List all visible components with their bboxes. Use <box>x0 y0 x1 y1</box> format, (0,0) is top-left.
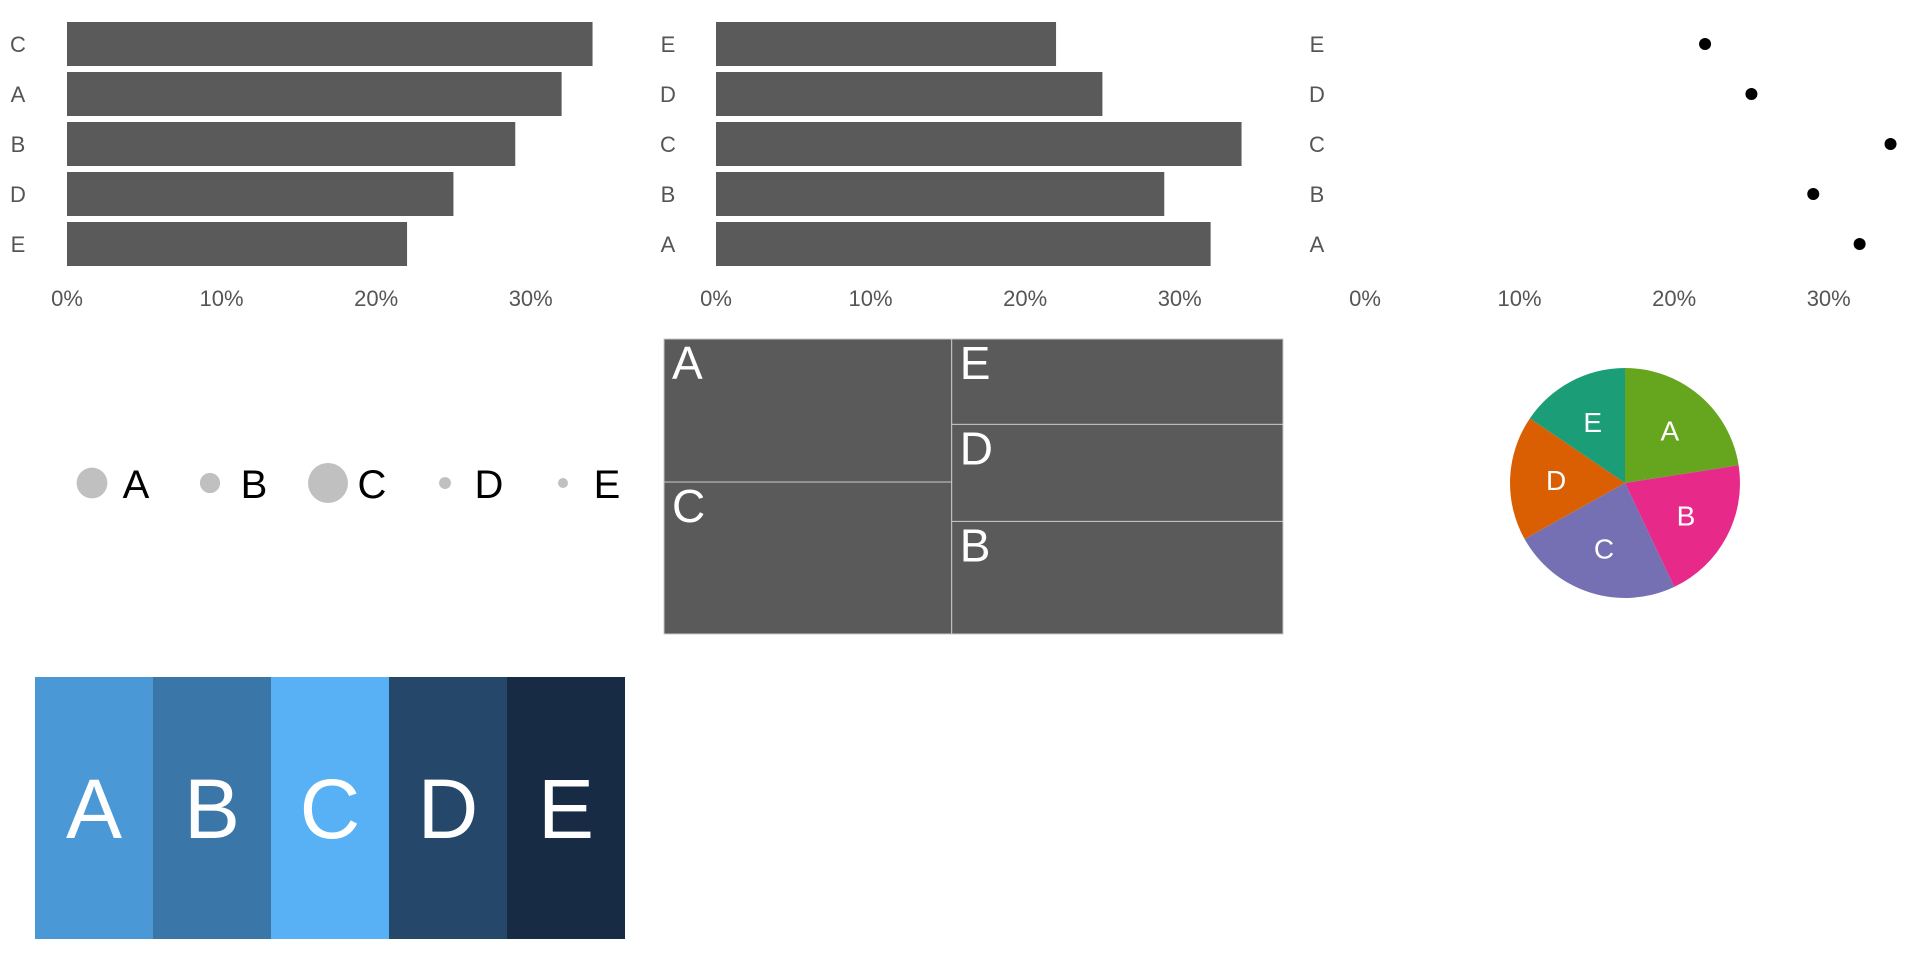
waffle-label: C <box>300 762 361 856</box>
waffle-cell <box>271 677 389 939</box>
treemap-cell <box>663 338 953 483</box>
panel2-tick-label: 30% <box>1158 286 1202 311</box>
panel2-tick-label: 10% <box>849 286 893 311</box>
bubble-label: B <box>241 463 268 507</box>
panel1-category-label: D <box>10 182 26 207</box>
panel1-category-label: C <box>10 32 26 57</box>
pie-label: D <box>1546 465 1566 496</box>
treemap-cell <box>951 423 1284 522</box>
treemap-label: D <box>960 422 993 474</box>
treemap-cell <box>951 520 1284 635</box>
panel1-tick-label: 0% <box>51 286 83 311</box>
panel2-category-label: E <box>661 32 676 57</box>
panel3-dot <box>1884 138 1897 150</box>
pie-slice <box>1509 418 1625 540</box>
panel2-tick-label: 0% <box>700 286 732 311</box>
waffle-label: E <box>538 762 594 856</box>
panel3-dot <box>1699 38 1712 50</box>
panel1-bar <box>67 222 408 266</box>
bubble-label: E <box>594 463 621 507</box>
panel2-category-label: D <box>660 82 676 107</box>
pie-label: B <box>1677 500 1696 531</box>
panel1-bar <box>67 22 593 66</box>
pie-label: A <box>1661 416 1680 447</box>
pie-slice <box>1625 465 1740 587</box>
treemap-cell <box>951 338 1284 425</box>
panel1-bar <box>67 72 562 116</box>
bubble <box>76 467 108 499</box>
treemap-label: E <box>960 337 991 389</box>
panel1-bar <box>67 122 516 166</box>
panel2-bar <box>716 122 1242 166</box>
pie-slice <box>1529 367 1625 483</box>
panel3-dot <box>1745 88 1758 100</box>
panel2-category-label: C <box>660 132 676 157</box>
panel3-tick-label: 0% <box>1349 286 1381 311</box>
panel1-tick-label: 30% <box>509 286 553 311</box>
treemap-label: C <box>672 480 705 532</box>
treemap-cell <box>663 481 953 635</box>
pie-label: C <box>1594 534 1614 565</box>
panel2-bar <box>716 72 1103 116</box>
panel3-category-label: D <box>1309 82 1325 107</box>
panel2-category-label: B <box>661 182 676 207</box>
panel2-tick-label: 20% <box>1003 286 1047 311</box>
panel2-bar <box>716 222 1211 266</box>
panel1-tick-label: 20% <box>354 286 398 311</box>
panel3-dot <box>1807 188 1820 200</box>
panel2-bar <box>716 22 1057 66</box>
bubble <box>199 472 221 494</box>
panel3-category-label: C <box>1309 132 1325 157</box>
waffle-cell <box>389 677 507 939</box>
treemap-label: A <box>672 337 703 389</box>
waffle-label: B <box>184 762 240 856</box>
bubble-label: C <box>358 463 387 507</box>
panel3-dot <box>1853 238 1866 250</box>
panel3-tick-label: 10% <box>1498 286 1542 311</box>
panel2-category-label: A <box>661 232 676 257</box>
waffle-cell <box>153 677 271 939</box>
pie-slice <box>1524 483 1675 598</box>
panel3-tick-label: 20% <box>1652 286 1696 311</box>
panel1-bar <box>67 172 454 216</box>
panel2-bar <box>716 172 1165 216</box>
treemap-label: B <box>960 519 991 571</box>
panel3-tick-label: 30% <box>1807 286 1851 311</box>
bubble-label: D <box>475 463 504 507</box>
pie-slice <box>1625 368 1739 483</box>
panel1-category-label: E <box>11 232 26 257</box>
waffle-cell <box>507 677 625 939</box>
panel3-category-label: B <box>1310 182 1325 207</box>
bubble-label: A <box>123 463 150 507</box>
panel1-tick-label: 10% <box>200 286 244 311</box>
panel1-category-label: B <box>11 132 26 157</box>
bubble <box>308 463 348 503</box>
panel3-category-label: A <box>1310 232 1325 257</box>
bubble <box>558 478 568 488</box>
waffle-label: D <box>418 762 479 856</box>
panel3-category-label: E <box>1310 32 1325 57</box>
waffle-label: A <box>66 762 122 856</box>
waffle-cell <box>35 677 153 939</box>
bubble <box>439 477 451 489</box>
panel1-category-label: A <box>11 82 26 107</box>
pie-label: E <box>1583 407 1602 438</box>
